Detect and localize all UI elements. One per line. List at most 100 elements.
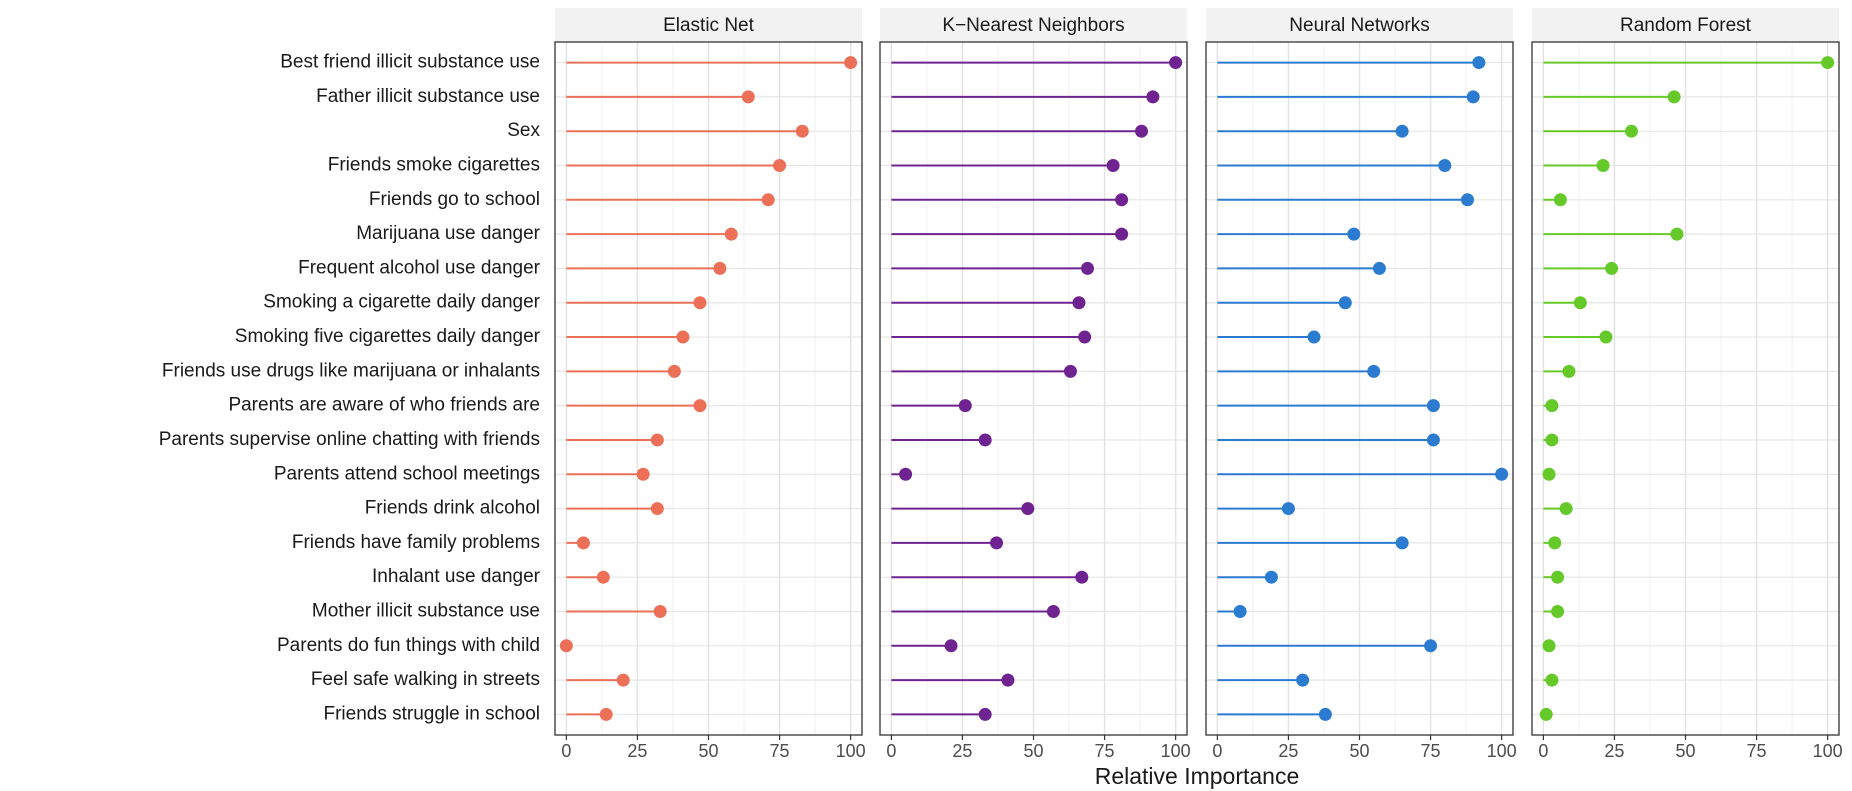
dot xyxy=(1307,330,1321,344)
dot xyxy=(1021,502,1035,516)
dot xyxy=(1605,261,1619,275)
dot xyxy=(1078,330,1092,344)
x-tick-label: 25 xyxy=(1604,741,1624,761)
dot xyxy=(990,536,1004,550)
dot xyxy=(1063,364,1077,378)
dot xyxy=(1472,56,1486,70)
category-label: Parents do fun things with child xyxy=(277,635,540,656)
x-tick-label: 100 xyxy=(1813,741,1843,761)
x-tick-label: 0 xyxy=(561,741,571,761)
category-label: Friends drink alcohol xyxy=(365,498,540,519)
strip-title: K−Nearest Neighbors xyxy=(942,15,1124,36)
dot xyxy=(1115,193,1129,207)
category-label: Parents attend school meetings xyxy=(274,463,540,484)
dot xyxy=(1667,90,1681,104)
dot xyxy=(1115,227,1129,241)
dot xyxy=(1545,433,1559,447)
dot xyxy=(1466,90,1480,104)
dot xyxy=(1548,536,1562,550)
dot xyxy=(1562,364,1576,378)
x-tick-label: 50 xyxy=(1349,741,1369,761)
panel-border xyxy=(554,41,863,736)
category-label: Mother illicit substance use xyxy=(312,601,540,622)
category-label: Friends have family problems xyxy=(292,532,540,553)
dot xyxy=(1296,673,1310,687)
dot xyxy=(724,227,738,241)
dot xyxy=(1821,56,1835,70)
dot xyxy=(636,467,650,481)
dot xyxy=(1338,296,1352,310)
category-label: Friends struggle in school xyxy=(324,703,541,724)
category-label: Smoking a cigarette daily danger xyxy=(263,292,540,313)
dot xyxy=(1395,124,1409,138)
category-label: Friends use drugs like marijuana or inha… xyxy=(162,360,540,381)
x-tick-label: 100 xyxy=(1487,741,1517,761)
dot xyxy=(559,639,573,653)
dot xyxy=(650,502,664,516)
category-label: Smoking five cigarettes daily danger xyxy=(235,326,541,347)
panel-border xyxy=(1205,41,1514,736)
category-label: Best friend illicit substance use xyxy=(280,52,540,73)
dot xyxy=(1495,467,1509,481)
dot xyxy=(1542,467,1556,481)
dot xyxy=(1106,159,1120,173)
dot xyxy=(795,124,809,138)
category-label: Friends go to school xyxy=(369,189,540,210)
dot xyxy=(1551,604,1565,618)
category-label: Feel safe walking in streets xyxy=(311,669,540,690)
dot xyxy=(844,56,858,70)
dot xyxy=(1372,261,1386,275)
dot xyxy=(1135,124,1149,138)
dot xyxy=(650,433,664,447)
strip xyxy=(1532,8,1839,42)
dot xyxy=(1233,604,1247,618)
category-label: Parents are aware of who friends are xyxy=(228,395,540,416)
dot xyxy=(1081,261,1095,275)
strip xyxy=(1206,8,1513,42)
dot xyxy=(1438,159,1452,173)
x-tick-label: 25 xyxy=(1278,741,1298,761)
dot xyxy=(1146,90,1160,104)
x-tick-label: 50 xyxy=(1023,741,1043,761)
x-tick-label: 25 xyxy=(627,741,647,761)
dot xyxy=(944,639,958,653)
x-axis-title: Relative Importance xyxy=(1095,763,1300,789)
dot xyxy=(667,364,681,378)
dot xyxy=(576,536,590,550)
strip-title: Neural Networks xyxy=(1289,15,1429,36)
category-label: Friends smoke cigarettes xyxy=(328,155,540,176)
dot xyxy=(596,570,610,584)
dot xyxy=(1624,124,1638,138)
dot xyxy=(1075,570,1089,584)
dot xyxy=(676,330,690,344)
x-tick-label: 0 xyxy=(886,741,896,761)
strip-title: Random Forest xyxy=(1620,15,1752,36)
dot xyxy=(693,399,707,413)
category-label: Father illicit substance use xyxy=(316,86,540,107)
dot xyxy=(899,467,913,481)
panel-border xyxy=(1531,41,1840,736)
dot xyxy=(1264,570,1278,584)
x-tick-label: 100 xyxy=(1161,741,1191,761)
category-label: Sex xyxy=(507,120,540,141)
dot xyxy=(1599,330,1613,344)
dot xyxy=(1072,296,1086,310)
dot xyxy=(1670,227,1684,241)
dot xyxy=(599,707,613,721)
x-tick-label: 50 xyxy=(698,741,718,761)
dot xyxy=(978,707,992,721)
dot xyxy=(1046,604,1060,618)
dot xyxy=(1461,193,1475,207)
dot xyxy=(1559,502,1573,516)
dot xyxy=(1367,364,1381,378)
x-tick-label: 25 xyxy=(952,741,972,761)
dot xyxy=(958,399,972,413)
panel-border xyxy=(879,41,1188,736)
x-tick-label: 0 xyxy=(1212,741,1222,761)
dot xyxy=(1424,639,1438,653)
dot xyxy=(653,604,667,618)
dot xyxy=(741,90,755,104)
dot xyxy=(1539,707,1553,721)
dot xyxy=(616,673,630,687)
